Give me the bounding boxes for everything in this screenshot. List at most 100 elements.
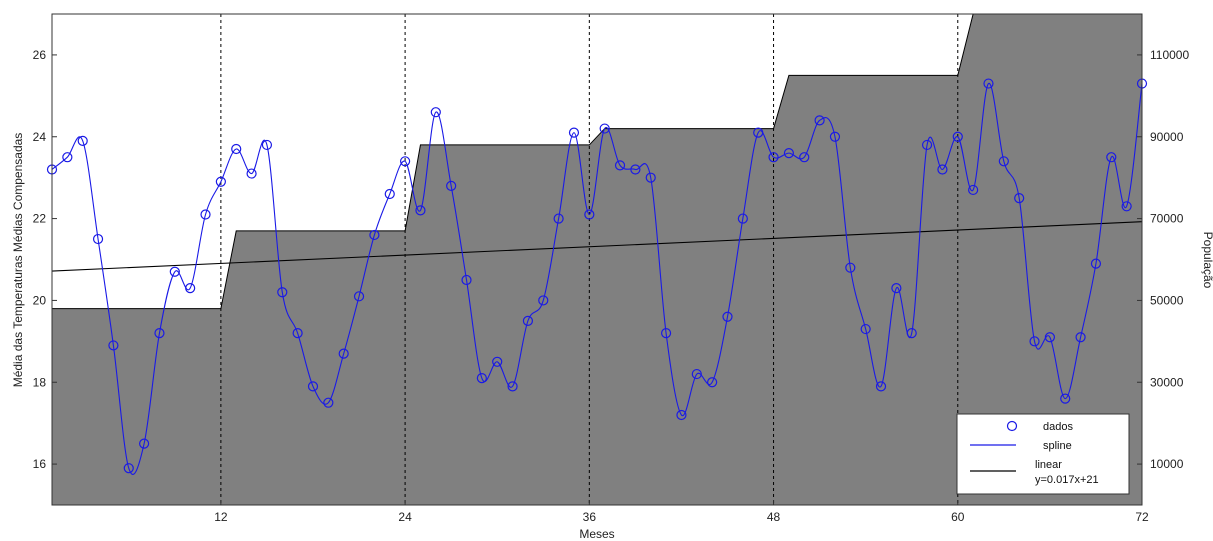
data-point [231,143,242,155]
x-axis-ticks: 12 24 36 48 60 72 [214,500,1149,524]
data-point [614,160,626,171]
data-point [568,127,580,138]
legend-label-spline: spline [1043,440,1072,452]
data-point [507,381,518,392]
data-point [492,356,503,367]
data-point [246,168,257,179]
data-point [737,213,748,224]
data-point [921,139,933,151]
data-point [399,156,411,167]
y-left-tick-label: 24 [33,130,47,144]
data-point [1121,201,1132,212]
data-point [1060,393,1071,404]
data-point [660,328,672,339]
data-point [722,311,733,322]
data-point [461,274,472,286]
data-point [369,229,380,241]
spline-series [51,82,1143,475]
data-markers [46,78,1148,474]
legend: dados spline linear y=0.017x+21 [956,413,1130,495]
x-tick-label: 48 [767,510,781,524]
data-point [814,115,825,126]
y-left-tick-label: 26 [33,48,47,62]
y-right-tick-label: 70000 [1150,212,1184,226]
data-point [292,328,303,339]
y-left-tick-label: 20 [33,293,47,307]
data-point [185,283,196,294]
data-point [968,184,979,196]
data-point [1014,193,1025,204]
y-left-tick-label: 22 [33,212,47,226]
data-point [768,152,779,163]
data-point [937,164,948,175]
data-point [891,283,902,294]
legend-label-linear: linear [1035,459,1062,471]
data-point [200,209,211,220]
data-point [799,152,810,163]
data-point [430,107,441,118]
data-point [123,463,134,474]
y-right-tick-label: 90000 [1150,130,1184,144]
data-point [446,180,457,191]
data-point [323,397,334,408]
data-point [215,176,226,187]
data-point [584,209,595,220]
data-point [307,381,319,392]
data-point [630,164,641,175]
data-point [277,287,288,298]
data-point [998,156,1009,167]
y-right-axis-ticks: 10000 30000 50000 70000 90000 110000 [1137,48,1189,471]
y-left-axis-ticks: 16 18 20 22 24 26 [33,48,57,471]
y-left-tick-label: 16 [33,457,47,471]
x-tick-label: 72 [1135,510,1149,524]
y-left-tick-label: 18 [33,375,47,389]
data-point [553,213,564,224]
data-point [77,135,88,146]
data-point [875,381,887,392]
data-point [983,78,994,89]
data-point [599,123,610,134]
data-point [538,295,549,306]
data-point [676,409,687,421]
data-point [845,262,856,273]
linear-trend [51,221,1143,272]
legend-marker-dados [1006,420,1018,432]
y-right-tick-label: 30000 [1150,375,1184,389]
data-point [707,377,718,388]
data-point [691,368,702,380]
data-point [783,148,795,159]
y-right-axis-label: População [1201,232,1213,289]
data-point [476,373,487,384]
linear-trend-line [51,221,1143,272]
data-point [92,233,104,245]
x-tick-label: 12 [214,510,228,524]
data-point [860,323,871,335]
y-right-tick-label: 50000 [1150,293,1184,307]
plot-frame [51,13,1143,506]
data-point [338,348,349,359]
data-point [169,266,180,277]
x-tick-label: 24 [398,510,412,524]
legend-box [956,413,1130,495]
x-tick-label: 60 [951,510,965,524]
data-point [522,315,534,326]
spline-line [51,82,1143,475]
data-point [1106,152,1117,163]
legend-label-linear-equation: y=0.017x+21 [1035,474,1099,486]
data-point [261,139,273,151]
x-axis-label: Meses [579,527,614,541]
data-point [108,340,119,351]
y-right-tick-label: 110000 [1150,48,1189,62]
data-point [645,172,656,183]
data-point [1044,332,1055,343]
data-point [62,152,73,163]
x-tick-label: 36 [583,510,597,524]
legend-label-dados: dados [1043,421,1073,433]
data-point [1075,332,1086,343]
data-point [353,291,365,302]
data-point [384,188,395,200]
y-right-tick-label: 10000 [1150,457,1184,471]
data-point [1090,258,1102,269]
data-point [139,438,150,449]
